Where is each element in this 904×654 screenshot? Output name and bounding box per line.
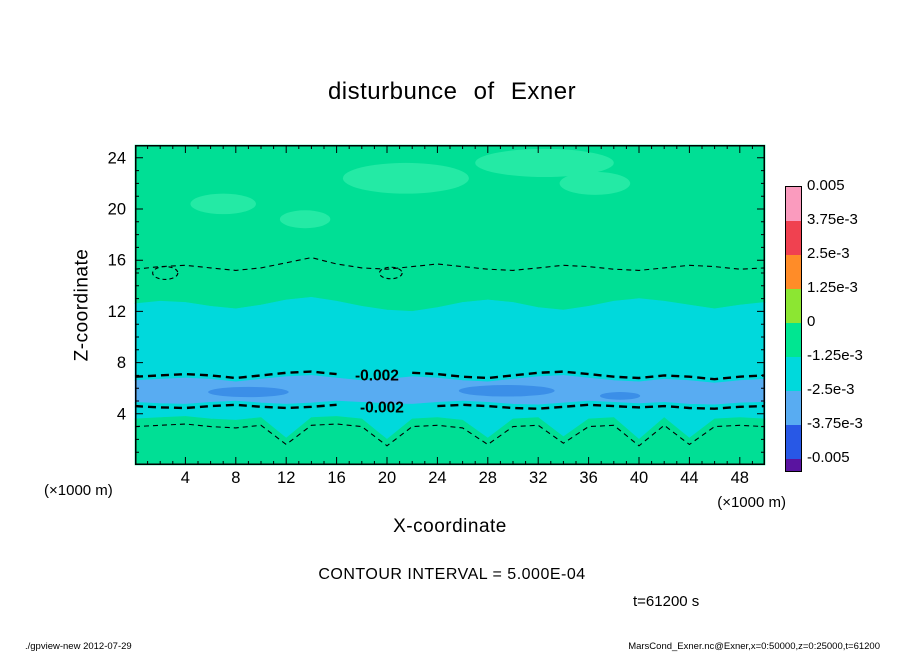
colorbar-cell <box>786 221 801 255</box>
y-axis-unit: (×1000 m) <box>44 482 113 499</box>
shade-patch <box>559 171 631 195</box>
footer-source: MarsCond_Exner.nc@Exner,x=0:50000,z=0:25… <box>628 641 880 652</box>
colorbar-label: -1.25e-3 <box>807 347 863 364</box>
contour-line <box>134 403 337 410</box>
axis-ticks <box>135 145 765 465</box>
contour-loop <box>152 266 179 280</box>
colorbar-label: -3.75e-3 <box>807 415 863 432</box>
colorbar-cell <box>786 357 801 391</box>
contour-line <box>134 370 337 380</box>
contour-line <box>412 370 766 381</box>
contour-label: -0.002 <box>355 367 399 384</box>
colorbar <box>785 186 802 472</box>
x-tick-label: 12 <box>277 469 295 487</box>
colorbar-cell <box>786 323 801 357</box>
shade-patch <box>342 162 469 194</box>
shade-patch <box>475 148 614 177</box>
colorbar-cell <box>786 255 801 289</box>
colorbar-cell <box>786 425 801 459</box>
contour-line <box>134 257 766 271</box>
contour-line <box>437 403 766 410</box>
z-tick-label: 16 <box>108 252 126 270</box>
x-tick-label: 48 <box>731 469 749 487</box>
contour-loop <box>378 266 403 280</box>
y-axis-title: Z-coordinate <box>71 248 93 362</box>
contour-fill-band <box>134 416 766 466</box>
shade-patch <box>599 392 641 400</box>
shade-patch <box>190 193 256 215</box>
x-tick-label: 16 <box>327 469 345 487</box>
x-axis-title: X-coordinate <box>393 516 507 537</box>
shade-patch <box>208 386 289 398</box>
x-tick-label: 4 <box>181 469 190 487</box>
contour-interval-note: CONTOUR INTERVAL = 5.000E-04 <box>318 566 586 583</box>
y-axis-title-wrap: Z-coordinate <box>60 145 104 465</box>
contour-line <box>134 423 766 447</box>
z-tick-label: 12 <box>108 303 126 321</box>
colorbar-label: 0 <box>807 313 816 330</box>
colorbar-label: -0.005 <box>807 449 850 466</box>
x-tick-label: 44 <box>680 469 698 487</box>
time-note: t=61200 s <box>633 593 700 610</box>
z-tick-label: 20 <box>108 201 126 219</box>
colorbar-labels: 0.005 3.75e-3 2.5e-3 1.25e-3 0 -1.25e-3 -2.5e-… <box>807 178 891 472</box>
colorbar-label: 3.75e-3 <box>807 211 858 228</box>
colorbar-label: -2.5e-3 <box>807 381 855 398</box>
x-tick-label: 20 <box>378 469 396 487</box>
z-tick-label: 4 <box>117 405 126 423</box>
x-axis-unit: (×1000 m) <box>717 494 786 511</box>
x-tick-label: 32 <box>529 469 547 487</box>
z-tick-label: 24 <box>108 149 126 167</box>
colorbar-label: 2.5e-3 <box>807 245 850 262</box>
x-tick-label: 24 <box>428 469 446 487</box>
colorbar-cell <box>786 391 801 425</box>
contour-fill-band <box>134 296 766 384</box>
colorbar-cell <box>786 187 801 221</box>
shade-patch <box>458 385 555 397</box>
x-tick-label: 28 <box>479 469 497 487</box>
contour-label: -0.002 <box>360 399 404 416</box>
colorbar-label: 0.005 <box>807 177 845 194</box>
colorbar-label: 1.25e-3 <box>807 279 858 296</box>
footer-command: ./gpview-new 2012-07-29 <box>25 641 132 652</box>
colorbar-cell-undershoot <box>786 459 801 471</box>
plot-title: disturbunce of Exner <box>327 78 577 105</box>
z-tick-label: 8 <box>117 354 126 372</box>
x-tick-label: 40 <box>630 469 648 487</box>
x-tick-label: 36 <box>579 469 597 487</box>
colorbar-cell <box>786 289 801 323</box>
x-tick-label: 8 <box>231 469 240 487</box>
shade-patch <box>279 210 331 229</box>
